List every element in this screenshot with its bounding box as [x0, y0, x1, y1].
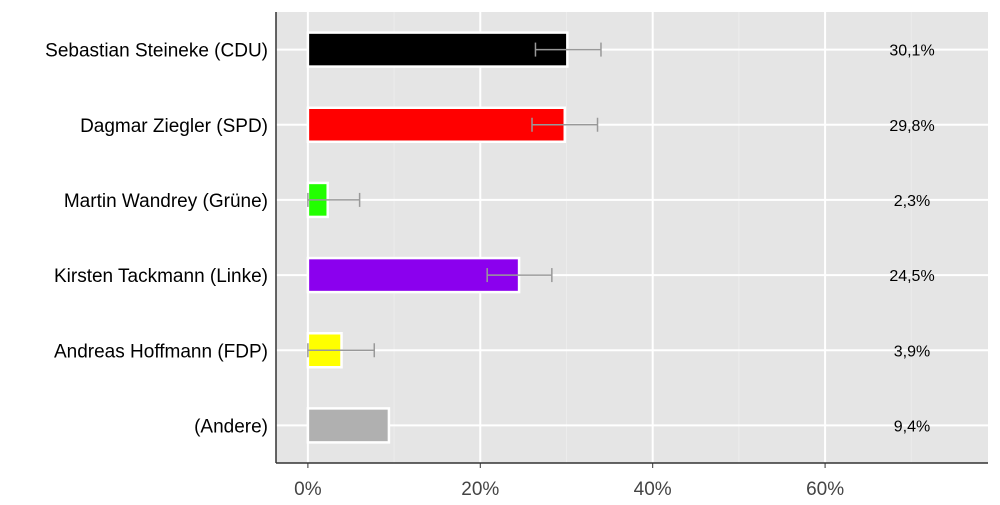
bar: [306, 407, 391, 444]
x-tick-label: 60%: [806, 479, 844, 500]
bar: [306, 31, 569, 68]
x-tick-label: 0%: [294, 479, 322, 500]
category-label: Sebastian Steineke (CDU): [45, 41, 268, 62]
category-label: Andreas Hoffmann (FDP): [54, 341, 268, 362]
data-label: 24,5%: [889, 268, 934, 285]
x-tick-label: 40%: [634, 479, 672, 500]
plot-background: [276, 12, 988, 463]
bar: [306, 106, 567, 143]
data-label: 29,8%: [889, 118, 934, 135]
data-label: 30,1%: [889, 43, 934, 60]
bar: [306, 256, 521, 294]
x-tick-label: 20%: [461, 479, 499, 500]
data-label: 9,4%: [894, 418, 930, 435]
category-label: Martin Wandrey (Grüne): [64, 191, 268, 212]
category-label: (Andere): [194, 416, 268, 437]
category-label: Dagmar Ziegler (SPD): [80, 116, 268, 137]
data-label: 3,9%: [894, 343, 930, 360]
data-label: 2,3%: [894, 193, 930, 210]
category-label: Kirsten Tackmann (Linke): [54, 266, 268, 287]
